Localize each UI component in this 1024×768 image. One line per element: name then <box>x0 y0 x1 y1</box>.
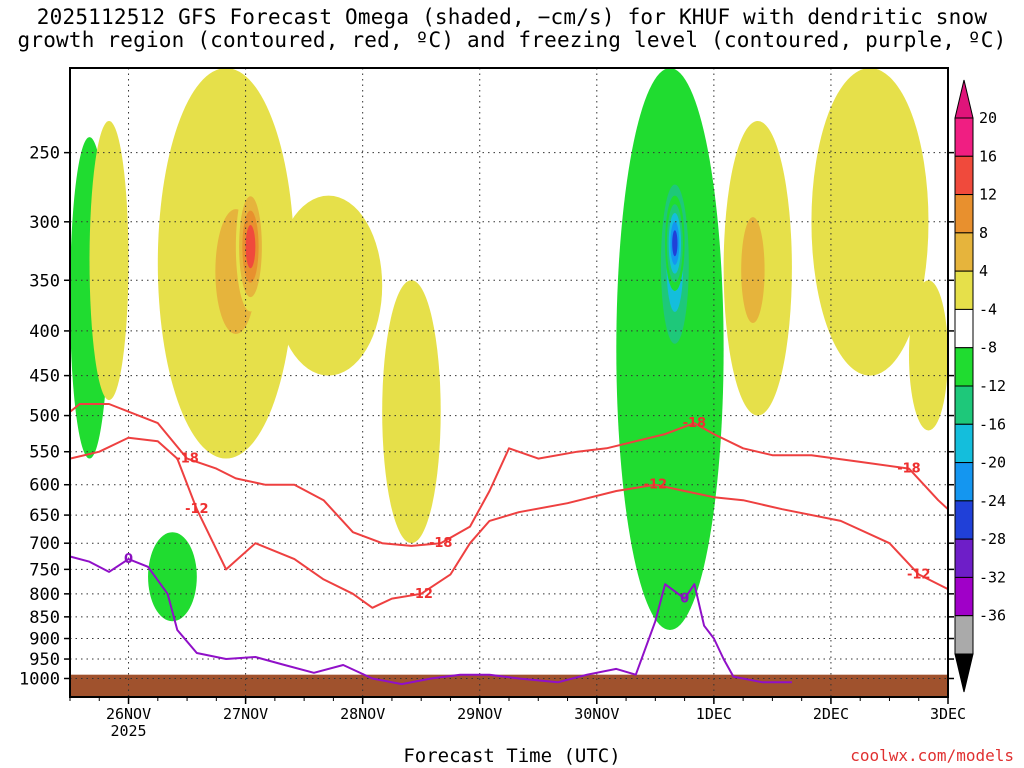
omega-cell-sink-core-2 <box>245 225 256 269</box>
colorbar-label: -8 <box>979 339 997 357</box>
y-tick-label: 700 <box>29 534 60 554</box>
x-tick-label: 28NOV <box>340 705 385 723</box>
y-tick-label: 500 <box>29 407 60 427</box>
y-tick-label: 350 <box>29 271 60 291</box>
colorbar-label: -16 <box>979 415 1006 433</box>
contour-minus18 <box>69 403 949 547</box>
contour-minus12-label: -12 <box>644 478 668 493</box>
terrain-fill <box>70 674 948 697</box>
colorbar-swatch <box>954 423 974 464</box>
colorbar-label: 8 <box>979 224 988 242</box>
colorbar-swatch <box>954 308 974 349</box>
colorbar-label: -4 <box>979 300 997 318</box>
y-tick-label: 1000 <box>19 669 60 689</box>
colorbar-swatch <box>954 270 974 310</box>
contour-minus12-label: -12 <box>409 587 433 602</box>
y-tick-label: 250 <box>29 144 60 164</box>
colorbar-swatch <box>954 538 974 578</box>
contour-freezing-0 <box>69 555 792 686</box>
omega-cell-sink-6 <box>811 68 929 376</box>
y-tick-label: 300 <box>29 213 60 233</box>
colorbar-swatch <box>954 576 974 617</box>
colorbar-swatch <box>954 500 974 540</box>
credit-link[interactable]: coolwx.com/models <box>850 746 1014 765</box>
omega-shading <box>70 68 948 631</box>
y-tick-label: 750 <box>29 560 60 580</box>
y-tick-label: 450 <box>29 367 60 387</box>
colorbar-swatch <box>954 385 974 425</box>
colorbar-label: 16 <box>979 147 997 165</box>
y-tick-label: 550 <box>29 443 60 463</box>
omega-shading-layer <box>70 68 948 631</box>
omega-cell-sink-core-5 <box>741 217 765 324</box>
x-tick-label: 30NOV <box>574 705 619 723</box>
contour-minus12-label: -12 <box>907 567 931 582</box>
colorbar-label: 12 <box>979 186 997 204</box>
x-tick-label: 27NOV <box>223 705 268 723</box>
colorbar-label: -12 <box>979 377 1006 395</box>
contours: -18 -18 -18 -18 -12 -12 -12 -12 0 0 <box>69 403 949 686</box>
x-axis: 26NOV 27NOV 28NOV 29NOV 30NOV 1DEC 2DEC 3DEC 202… <box>69 697 966 740</box>
y-tick-label: 900 <box>29 630 60 650</box>
chart-title-line2: growth region (contoured, red, ºC) and f… <box>17 28 1007 52</box>
colorbar: 20 16 12 8 4 -4 -8 -12 -16 -20 -24 -28 -32 -36 <box>954 79 1006 693</box>
colorbar-swatch <box>954 194 974 234</box>
contour-minus18-label: -18 <box>683 416 707 431</box>
contour-freezing-0-label: 0 <box>124 552 133 567</box>
x-tick-label: 29NOV <box>457 705 502 723</box>
x-tick-label: 26NOV <box>106 705 151 723</box>
x-tick-label: 1DEC <box>696 705 732 723</box>
y-tick-label: 600 <box>29 476 60 496</box>
contour-freezing-0-label: 0 <box>680 592 689 607</box>
y-axis: 2503003504004505005506006507007508008509… <box>19 144 954 689</box>
y-tick-label: 850 <box>29 608 60 628</box>
omega-cell-sink-4 <box>382 280 441 544</box>
x-tick-label: 3DEC <box>930 705 966 723</box>
omega-cell-sink-3 <box>274 195 383 376</box>
colorbar-label: 20 <box>979 109 997 127</box>
contour-minus12-label: -12 <box>185 502 209 517</box>
y-tick-label: 950 <box>29 650 60 670</box>
colorbar-label: -32 <box>979 568 1006 586</box>
colorbar-swatch <box>954 347 974 387</box>
omega-cell-rise-core-4 <box>672 230 678 257</box>
colorbar-swatch <box>954 155 974 196</box>
colorbar-label: -24 <box>979 492 1006 510</box>
x-tick-label: 2DEC <box>813 705 849 723</box>
x-year-label: 2025 <box>110 722 146 740</box>
colorbar-bottom-arrow <box>954 653 974 693</box>
contour-minus18-label: -18 <box>175 452 199 467</box>
colorbar-label: -28 <box>979 530 1006 548</box>
colorbar-swatch <box>954 462 974 502</box>
colorbar-swatch <box>954 232 974 272</box>
contour-minus18-label: -18 <box>429 536 453 551</box>
omega-cell-sink-7 <box>908 280 948 431</box>
colorbar-label: -20 <box>979 454 1006 472</box>
colorbar-top-arrow <box>954 79 974 119</box>
x-axis-title: Forecast Time (UTC) <box>403 745 621 767</box>
contour-minus18-label: -18 <box>897 462 921 477</box>
colorbar-label: 4 <box>979 262 988 280</box>
omega-cell-sink-1 <box>89 121 129 401</box>
terrain-band <box>70 674 948 697</box>
y-tick-label: 650 <box>29 506 60 526</box>
y-tick-label: 800 <box>29 585 60 605</box>
omega-cell-rise-2 <box>148 532 197 622</box>
colorbar-swatch <box>954 117 974 157</box>
colorbar-label: -36 <box>979 607 1006 625</box>
chart-title-line1: 2025112512 GFS Forecast Omega (shaded, −… <box>36 5 988 29</box>
y-tick-label: 400 <box>29 322 60 342</box>
colorbar-swatch <box>954 615 974 655</box>
contour-minus12 <box>69 436 949 609</box>
